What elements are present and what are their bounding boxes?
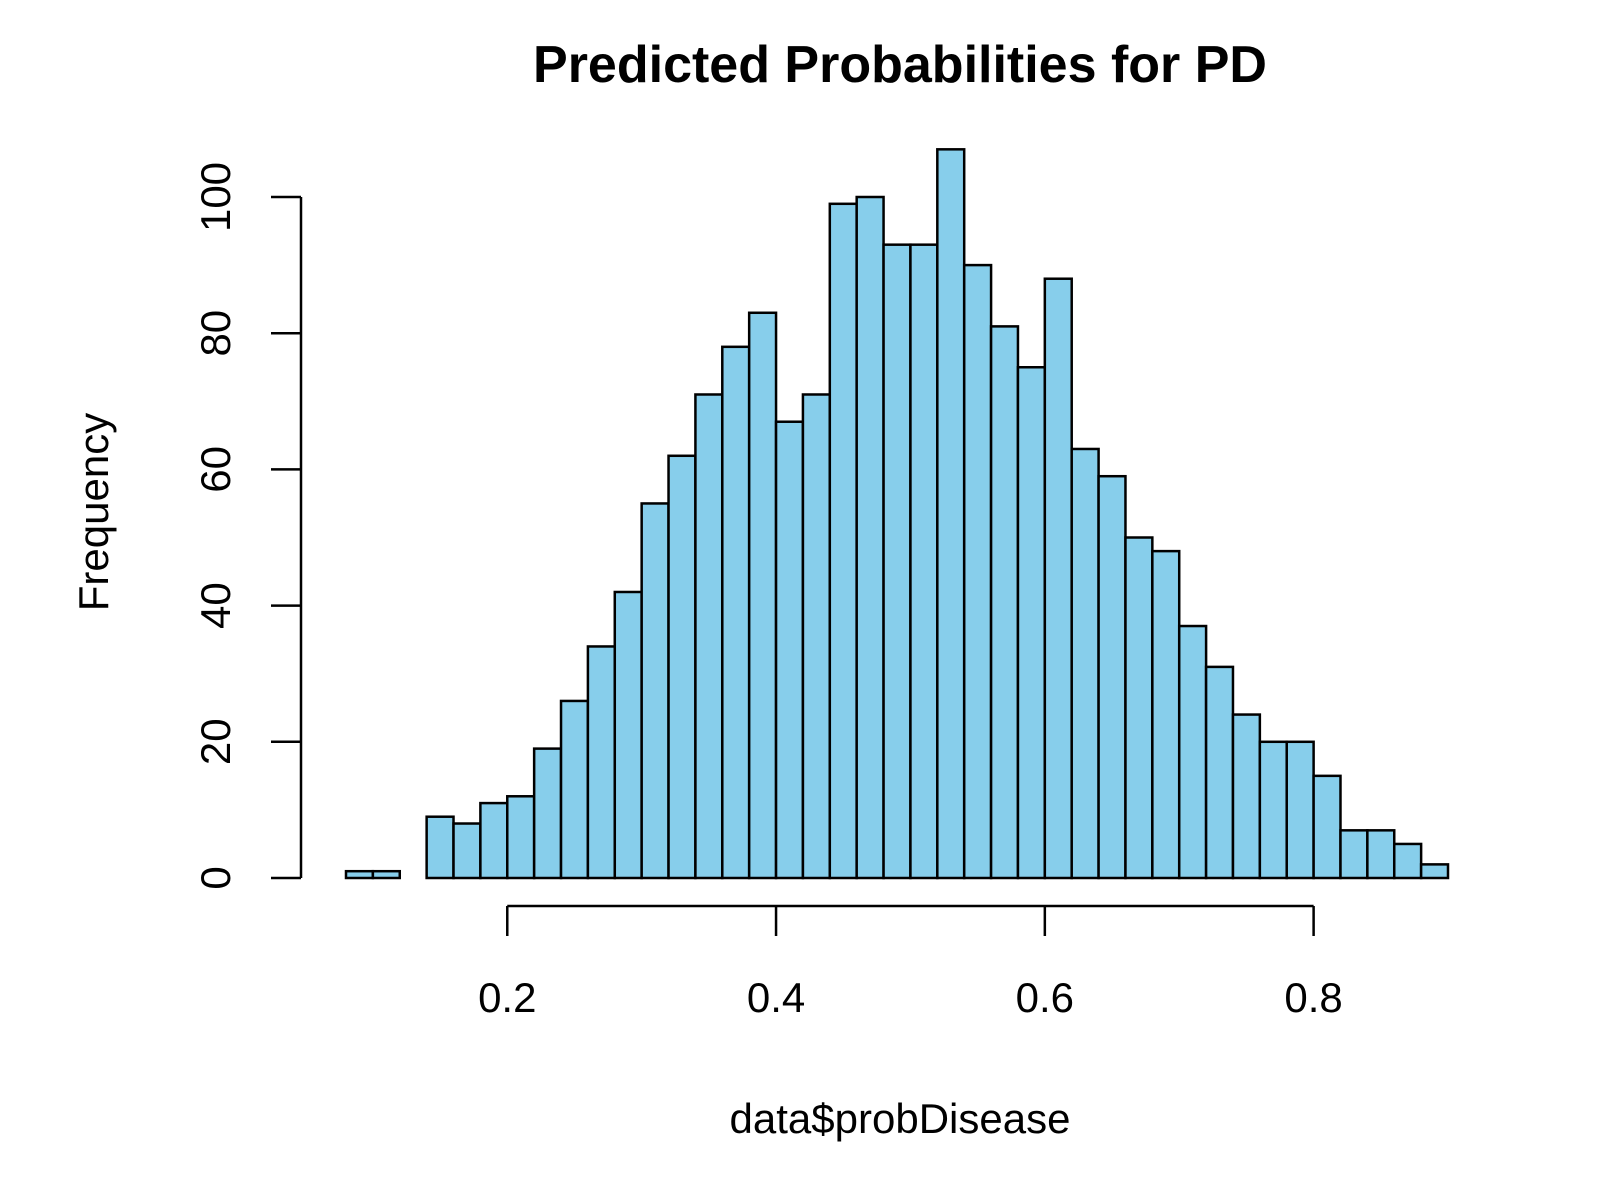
histogram-bar [694,393,724,880]
histogram-bar [855,195,885,880]
histogram-bar [1419,863,1450,880]
x-tick-label: 0.8 [1284,974,1342,1021]
histogram-bar [828,202,858,880]
y-tick-label: 20 [192,718,239,765]
histogram-bar [667,454,697,880]
histogram-bar [613,590,643,880]
histogram-bar [1285,740,1315,880]
y-axis: 0 20 40 60 80 100 [192,162,303,890]
histogram-bar [1151,549,1181,880]
histogram-bar [344,869,375,880]
histogram-bar [747,311,778,880]
y-tick-label: 60 [192,446,239,493]
histogram-bar [586,645,617,880]
histogram-bar [1177,624,1208,880]
histogram-bar [1124,536,1154,880]
histogram-bar [989,325,1020,880]
histogram-bar [1231,713,1262,880]
y-axis-label: Frequency [70,413,117,611]
y-tick-label: 80 [192,310,239,357]
histogram-bar [1043,277,1073,880]
histogram-bar [882,243,912,880]
histogram-bar [1204,665,1235,880]
histogram-bar [479,801,509,880]
histogram-bar [640,502,670,880]
y-tick-label: 100 [192,162,239,232]
histogram-bar [452,822,482,880]
histogram-bar [1070,447,1100,880]
histogram-bar [425,815,455,880]
x-tick-label: 0.4 [747,974,805,1021]
histogram-bar [1016,366,1047,880]
histogram-bar [559,699,590,880]
histogram-bar [1339,829,1369,880]
histogram-bar [936,148,966,880]
y-tick-label: 0 [192,866,239,889]
chart-title: Predicted Probabilities for PD [533,36,1267,94]
histogram-bar [801,393,832,880]
histogram-bar [1366,829,1396,880]
histogram-bar [1097,474,1127,880]
histogram-bar [909,243,939,880]
histogram-bar [506,795,536,880]
x-axis-label: data$probDisease [730,1095,1071,1142]
histogram-bar [1312,774,1342,880]
histogram-bar [774,420,805,880]
x-tick-label: 0.6 [1016,974,1074,1021]
histogram-bar [1392,842,1423,880]
histogram-bar [962,263,993,880]
histogram-bar [532,747,563,880]
bars-group [344,148,1450,880]
x-tick-label: 0.2 [478,974,536,1021]
y-tick-label: 40 [192,582,239,629]
histogram-bar [1258,740,1288,880]
histogram-bar [721,345,751,880]
histogram-bar [371,869,402,880]
x-axis: 0.2 0.4 0.6 0.8 [478,904,1343,1021]
